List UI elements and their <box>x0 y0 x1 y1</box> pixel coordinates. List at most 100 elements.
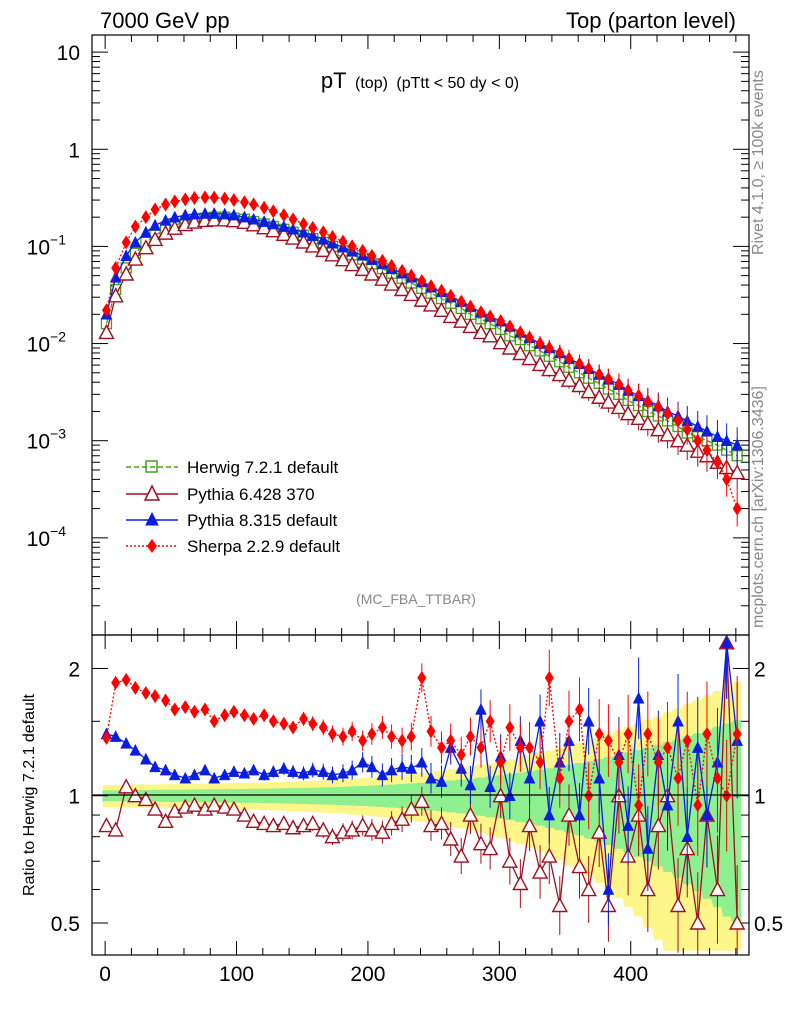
data-point-pythia-8 <box>582 714 595 727</box>
x-tick-label: 0 <box>99 963 111 986</box>
data-point-sherpa-2 <box>446 733 456 748</box>
data-point-sherpa-2 <box>682 733 692 748</box>
data-point-sherpa-2 <box>130 680 140 695</box>
data-point-sherpa-2 <box>476 740 486 755</box>
data-point-sherpa-2 <box>387 729 397 744</box>
data-point-pythia-6 <box>393 281 411 297</box>
data-point-sherpa-2 <box>180 192 190 207</box>
data-point-sherpa-2 <box>496 755 506 770</box>
data-point-sherpa-2 <box>338 234 348 249</box>
data-point-pythia-6 <box>630 409 647 426</box>
data-point-sherpa-2 <box>437 283 447 298</box>
data-point-sherpa-2 <box>555 771 565 786</box>
data-point-pythia-8 <box>218 207 231 220</box>
data-point-pythia-6 <box>117 265 135 281</box>
data-point-pythia-8 <box>543 808 556 821</box>
data-point-sherpa-2 <box>150 202 160 217</box>
data-point-pythia-8 <box>435 775 448 787</box>
data-point-pythia-6 <box>137 790 155 807</box>
legend-marker-pythia6 <box>143 484 161 501</box>
data-point-pythia-6 <box>689 914 706 930</box>
data-point-sherpa-2 <box>358 243 368 258</box>
data-point-sherpa-2 <box>249 197 259 212</box>
ratio-y-tick-label-right: 2 <box>754 658 766 681</box>
data-point-sherpa-2 <box>496 314 506 329</box>
data-point-pythia-6 <box>403 800 420 816</box>
data-point-pythia-6 <box>650 421 667 437</box>
data-point-sherpa-2 <box>170 194 180 209</box>
data-point-pythia-6 <box>98 324 115 340</box>
main-y-tick-label: 1 <box>68 139 80 162</box>
data-point-pythia-8 <box>188 768 201 781</box>
data-point-pythia-8 <box>376 768 389 781</box>
mc-uncertainty-bands <box>102 681 742 951</box>
data-point-pythia-8 <box>622 819 635 831</box>
data-point-pythia-6 <box>669 897 687 913</box>
data-point-pythia-8 <box>297 225 310 238</box>
data-point-sherpa-2 <box>515 325 525 340</box>
data-point-sherpa-2 <box>189 190 199 205</box>
data-point-pythia-8 <box>159 763 172 776</box>
main-y-tick-label: 10−3 <box>27 426 67 454</box>
data-point-sherpa-2 <box>594 726 604 741</box>
data-point-pythia-8 <box>720 636 733 649</box>
data-point-pythia-6 <box>541 847 558 863</box>
data-point-sherpa-2 <box>308 716 318 731</box>
data-point-sherpa-2 <box>367 248 377 263</box>
data-point-pythia-8 <box>208 206 221 219</box>
data-point-sherpa-2 <box>426 724 436 739</box>
data-point-pythia-8 <box>475 702 487 715</box>
data-point-pythia-6 <box>206 211 223 227</box>
ratio-band-green <box>102 720 742 927</box>
legend-entry-herwig: Herwig 7.2.1 default <box>126 458 338 477</box>
data-point-pythia-6 <box>453 847 470 863</box>
data-point-sherpa-2 <box>544 670 554 685</box>
x-tick-label: 200 <box>350 963 385 986</box>
data-point-pythia-6 <box>591 823 608 839</box>
data-point-pythia-8 <box>317 765 330 777</box>
data-point-sherpa-2 <box>406 268 416 283</box>
data-point-pythia-8 <box>534 714 546 727</box>
data-point-pythia-6 <box>433 814 450 831</box>
data-point-pythia-6 <box>453 312 470 328</box>
main-title: pT (top) (pTtt < 50 dy < 0) <box>321 68 519 93</box>
data-point-pythia-6 <box>729 914 746 930</box>
data-point-sherpa-2 <box>663 740 673 755</box>
data-point-pythia-6 <box>393 810 411 826</box>
data-point-sherpa-2 <box>614 377 624 392</box>
data-point-pythia-6 <box>245 812 262 828</box>
data-point-sherpa-2 <box>279 716 289 731</box>
data-point-sherpa-2 <box>643 395 653 410</box>
data-point-sherpa-2 <box>594 367 604 382</box>
data-point-sherpa-2 <box>200 702 210 717</box>
data-point-pythia-8 <box>711 430 724 442</box>
ratio-y-tick-label-left: 2 <box>68 658 80 681</box>
data-point-pythia-6 <box>619 405 637 421</box>
data-point-pythia-8 <box>188 207 201 220</box>
data-point-pythia-6 <box>580 881 597 897</box>
data-point-sherpa-2 <box>161 197 171 212</box>
data-point-sherpa-2 <box>121 235 131 250</box>
data-point-sherpa-2 <box>663 406 673 421</box>
ratio-series-pythia-6 <box>98 634 746 955</box>
data-point-pythia-6 <box>600 393 617 409</box>
data-point-sherpa-2 <box>141 685 151 700</box>
main-y-tick-label: 10−1 <box>27 231 67 259</box>
data-point-sherpa-2 <box>387 258 397 273</box>
data-point-sherpa-2 <box>308 220 318 235</box>
data-point-pythia-6 <box>521 350 538 366</box>
legend-marker-herwig <box>145 460 158 473</box>
data-point-pythia-6 <box>481 840 499 856</box>
data-point-sherpa-2 <box>367 726 377 741</box>
main-y-tick-label: 10 <box>57 42 80 65</box>
data-point-sherpa-2 <box>465 299 475 314</box>
data-point-sherpa-2 <box>525 330 535 345</box>
data-point-pythia-6 <box>560 371 578 387</box>
data-point-pythia-8 <box>356 755 369 768</box>
data-point-sherpa-2 <box>673 413 683 428</box>
data-point-sherpa-2 <box>318 225 328 240</box>
data-point-sherpa-2 <box>555 345 565 360</box>
data-point-pythia-6 <box>571 858 588 874</box>
data-point-sherpa-2 <box>327 726 337 741</box>
